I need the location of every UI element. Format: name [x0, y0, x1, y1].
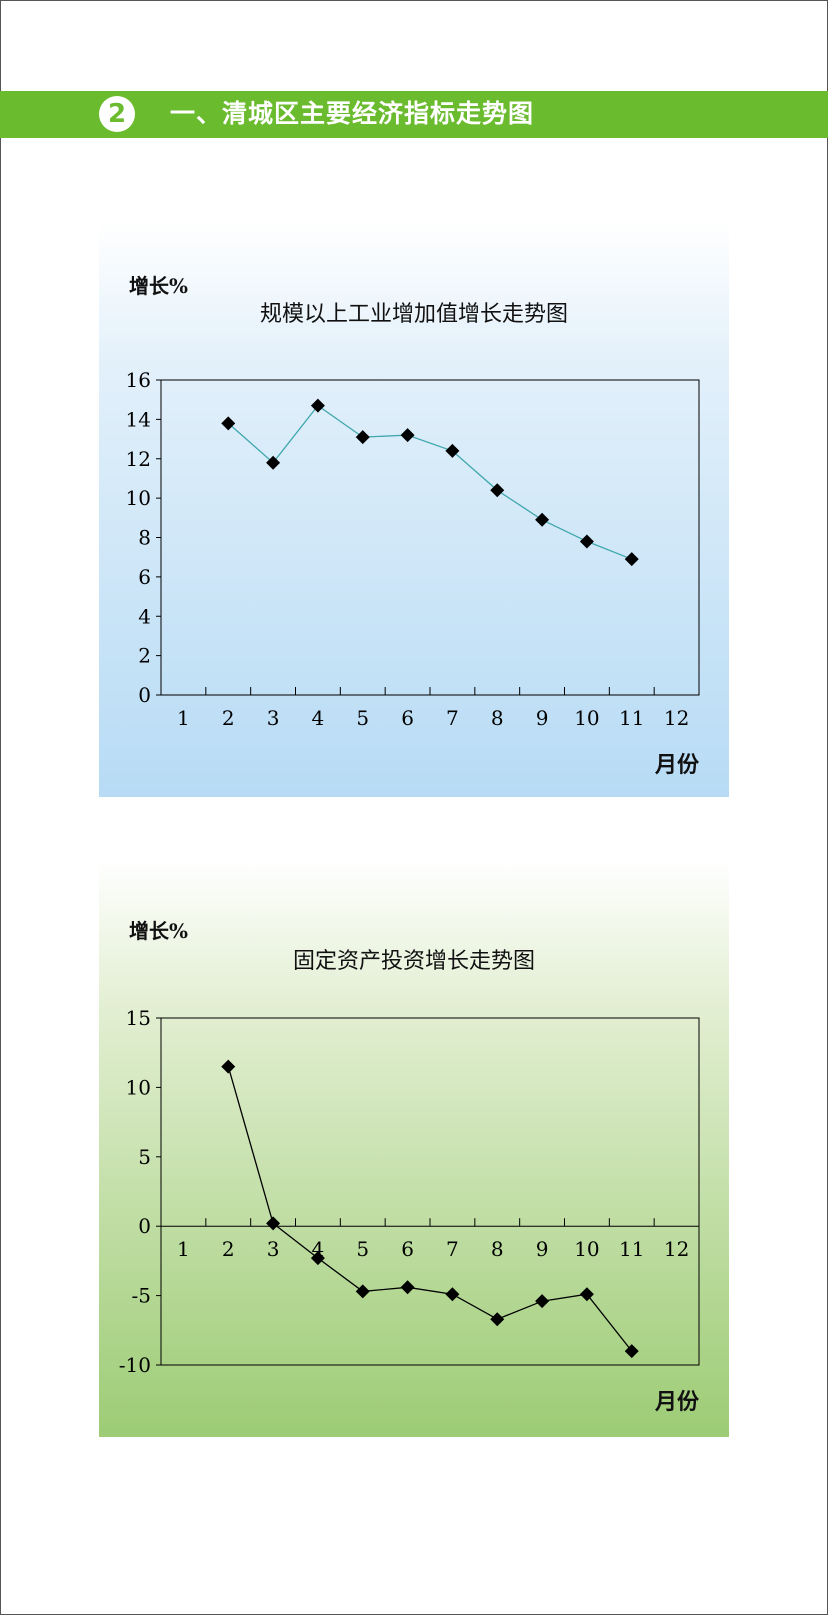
- series-line: [227, 404, 633, 560]
- y-tick-label: 12: [126, 447, 151, 471]
- x-tick-label: 5: [356, 1237, 369, 1261]
- x-tick-label: 12: [664, 706, 689, 730]
- y-tick-label: 2: [138, 644, 151, 668]
- x-tick-label: 8: [491, 706, 504, 730]
- y-tick-label: 4: [138, 604, 151, 628]
- chart-2-title: 固定资产投资增长走势图: [292, 949, 535, 974]
- section-title: 一、清城区主要经济指标走势图: [170, 99, 535, 128]
- data-point-marker: [579, 1287, 594, 1302]
- y-tick-label: 6: [138, 565, 151, 589]
- section-banner: 2 一、清城区主要经济指标走势图: [0, 91, 828, 138]
- x-tick-label: 6: [401, 706, 414, 730]
- y-tick-label: 8: [138, 526, 151, 550]
- plot-area-frame: [160, 379, 700, 696]
- data-point-marker: [221, 416, 236, 431]
- data-point-marker: [624, 1344, 639, 1359]
- chart-1-x-axis-label: 月份: [654, 752, 699, 778]
- data-point-marker: [266, 1216, 281, 1231]
- y-tick-label: 10: [126, 486, 151, 510]
- x-tick-label: 7: [446, 706, 459, 730]
- x-tick-label: 4: [312, 706, 325, 730]
- y-tick-label: -10: [119, 1353, 151, 1377]
- data-point-marker: [266, 455, 281, 470]
- x-tick-label: 1: [177, 706, 190, 730]
- data-point-marker: [310, 1251, 325, 1266]
- y-tick-label: -5: [132, 1284, 151, 1308]
- y-tick-label: 15: [126, 1006, 151, 1030]
- x-tick-label: 2: [222, 706, 235, 730]
- series-line: [227, 1066, 633, 1352]
- data-point-marker: [355, 430, 370, 445]
- x-tick-label: 11: [619, 1237, 644, 1261]
- data-point-marker: [579, 534, 594, 549]
- data-point-marker: [445, 1287, 460, 1302]
- y-tick-label: 0: [138, 1214, 151, 1238]
- x-tick-label: 10: [574, 706, 599, 730]
- plot-area-frame: [160, 1017, 700, 1366]
- y-tick-label: 14: [126, 407, 151, 431]
- y-tick-label: 10: [126, 1075, 151, 1099]
- industrial-chart-panel: 增长% 规模以上工业增加值增长走势图 0 2 4 6 8 10 12 14 16 1 2 3 4 5 6 7 8…: [99, 222, 729, 797]
- chart-1-y-axis-label: 增长%: [129, 274, 189, 298]
- chart-2-x-axis-label: 月份: [654, 1389, 699, 1415]
- y-tick-label: 5: [138, 1145, 151, 1169]
- x-tick-label: 1: [177, 1237, 190, 1261]
- data-point-marker: [490, 483, 505, 498]
- chart-2-y-axis-label: 增长%: [129, 919, 189, 943]
- x-tick-label: 10: [574, 1237, 599, 1261]
- data-point-marker: [400, 1280, 415, 1295]
- data-point-marker: [355, 1284, 370, 1299]
- data-point-marker: [535, 512, 550, 527]
- x-tick-label: 9: [536, 706, 549, 730]
- x-tick-label: 11: [619, 706, 644, 730]
- data-point-marker: [221, 1059, 236, 1074]
- data-point-marker: [490, 1312, 505, 1327]
- section-number-badge: 2: [99, 96, 135, 132]
- y-tick-label: 16: [126, 368, 151, 392]
- data-point-marker: [624, 552, 639, 567]
- data-point-marker: [535, 1294, 550, 1309]
- x-tick-label: 6: [401, 1237, 414, 1261]
- data-point-marker: [310, 398, 325, 413]
- data-point-marker: [400, 428, 415, 443]
- x-tick-label: 5: [356, 706, 369, 730]
- x-tick-label: 3: [267, 1237, 280, 1261]
- x-tick-label: 9: [536, 1237, 549, 1261]
- investment-chart-panel: 增长% 固定资产投资增长走势图 -10 -5 0 5 10 15 1 2 3 4 5 6 7 8 9 10 11…: [99, 860, 729, 1437]
- x-tick-label: 12: [664, 1237, 689, 1261]
- data-point-marker: [445, 443, 460, 458]
- chart-1-title: 规模以上工业增加值增长走势图: [259, 302, 568, 327]
- x-tick-label: 2: [222, 1237, 235, 1261]
- x-tick-label: 3: [267, 706, 280, 730]
- y-tick-label: 0: [138, 683, 151, 707]
- x-tick-label: 8: [491, 1237, 504, 1261]
- x-tick-label: 7: [446, 1237, 459, 1261]
